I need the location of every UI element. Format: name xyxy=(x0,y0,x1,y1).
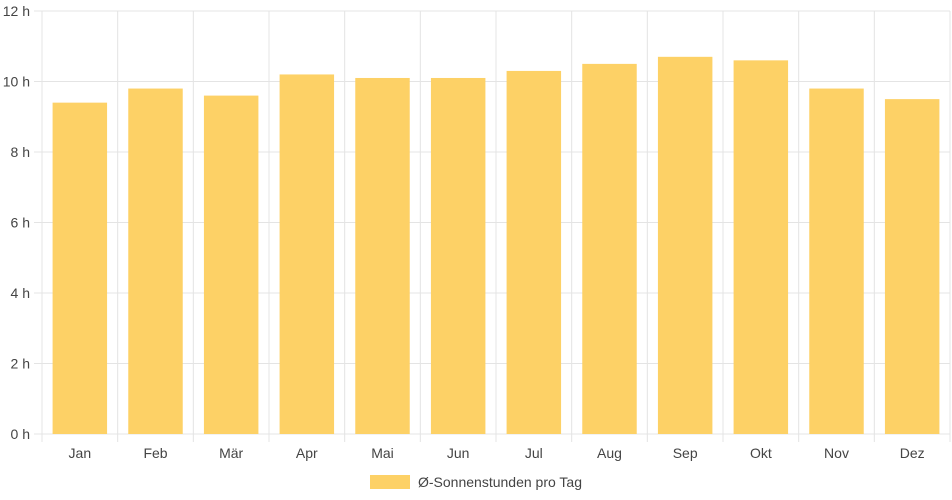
bar-mär[interactable] xyxy=(203,95,259,434)
legend[interactable]: Ø-Sonnenstunden pro Tag xyxy=(0,472,952,492)
x-tick-label: Apr xyxy=(296,445,318,461)
x-tick-label: Jul xyxy=(525,445,543,461)
bar-jan[interactable] xyxy=(52,102,108,435)
y-tick-label: 6 h xyxy=(11,215,30,231)
bar-sep[interactable] xyxy=(657,56,713,434)
grid-layer xyxy=(34,10,951,442)
x-tick-label: Okt xyxy=(750,445,772,461)
bar-nov[interactable] xyxy=(809,88,864,435)
y-tick-label: 8 h xyxy=(11,144,30,160)
bar-jul[interactable] xyxy=(506,70,562,435)
bar-jun[interactable] xyxy=(430,77,486,434)
y-tick-label: 2 h xyxy=(11,356,30,372)
y-tick-label: 12 h xyxy=(3,3,30,19)
x-tick-label: Mai xyxy=(371,445,394,461)
legend-swatch xyxy=(370,475,410,489)
x-tick-label: Feb xyxy=(143,445,167,461)
y-tick-label: 10 h xyxy=(3,74,30,90)
bar-layer xyxy=(52,56,940,435)
x-tick-label: Nov xyxy=(824,445,849,461)
y-tick-label: 0 h xyxy=(11,426,30,442)
bar-okt[interactable] xyxy=(733,60,789,434)
x-tick-label: Sep xyxy=(673,445,698,461)
x-tick-label: Jun xyxy=(447,445,470,461)
bar-mai[interactable] xyxy=(355,77,410,434)
axis-layer: 0 h 2 h 4 h 6 h 8 h 10 h 12 h Jan Feb Mär Apr Mai Ju… xyxy=(3,3,925,461)
y-tick-label: 4 h xyxy=(11,285,30,301)
bar-chart: 0 h 2 h 4 h 6 h 8 h 10 h 12 h Jan Feb Mär Apr Mai Ju… xyxy=(3,3,951,461)
x-tick-label: Dez xyxy=(900,445,925,461)
bar-dez[interactable] xyxy=(884,99,940,434)
bar-apr[interactable] xyxy=(279,74,335,434)
x-tick-label: Mär xyxy=(219,445,243,461)
x-tick-label: Jan xyxy=(69,445,92,461)
bar-aug[interactable] xyxy=(582,63,637,434)
bar-feb[interactable] xyxy=(128,88,183,435)
legend-label: Ø-Sonnenstunden pro Tag xyxy=(418,474,582,490)
x-tick-label: Aug xyxy=(597,445,622,461)
